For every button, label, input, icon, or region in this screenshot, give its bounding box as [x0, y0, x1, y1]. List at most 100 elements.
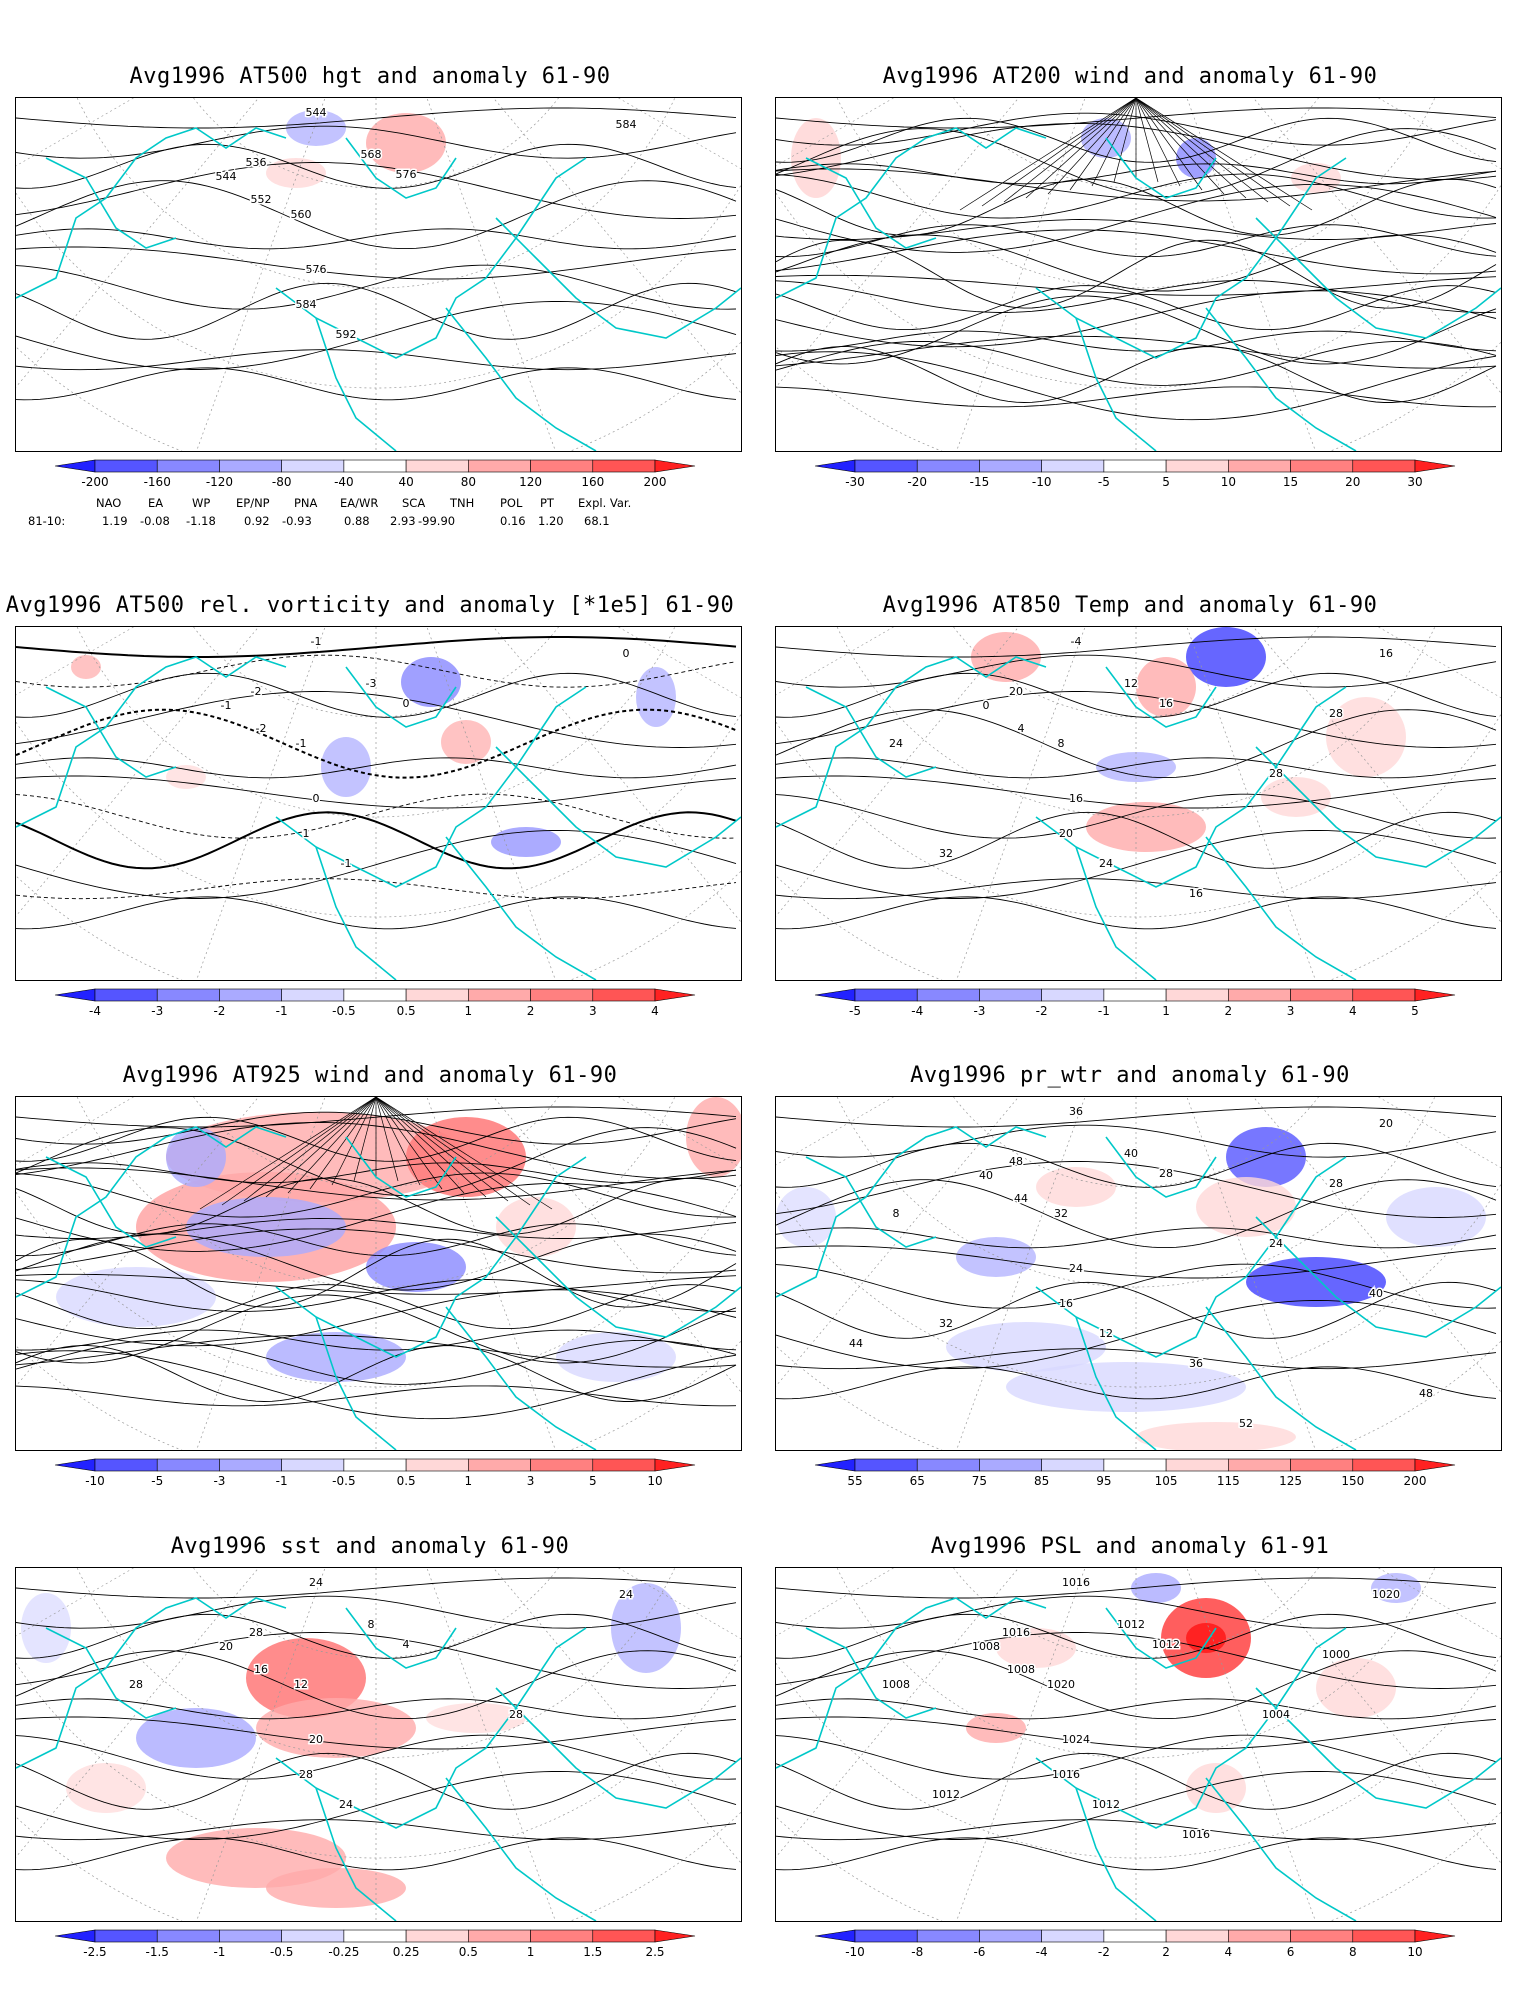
contour-label: 48 [1419, 1387, 1433, 1400]
contour-label: 1 [303, 827, 310, 840]
anomaly-shading [1176, 138, 1216, 178]
contour-label: 536 [246, 156, 267, 169]
colorbar-tick-label: -1 [1098, 1004, 1110, 1018]
contour-label: 12 [1099, 1327, 1113, 1340]
colorbar: -5 -4 -3 -2 -1 1 2 3 4 5 [815, 988, 1456, 1018]
anomaly-shading [1186, 1763, 1246, 1813]
contour-label: 40 [1369, 1287, 1383, 1300]
colorbar-tick-label: -2 [213, 1004, 225, 1018]
colorbar-swatch [468, 459, 531, 473]
meridian-line [16, 627, 259, 917]
anomaly-shading [426, 1703, 526, 1733]
streamline [776, 224, 1497, 258]
meridian-line [426, 627, 556, 980]
contour-line [16, 811, 737, 870]
map-frame: 1016 1016 1008 1008 1020 1012 1012 1024 1020 1016… [775, 1567, 1502, 1922]
contour-line [776, 775, 1497, 809]
streamline [959, 98, 1137, 211]
contour-label: 28 [1329, 707, 1343, 720]
anomaly-shading [1131, 1573, 1181, 1603]
coastline [16, 1597, 287, 1769]
panel-title: Avg1996 AT850 Temp and anomaly 61-90 [882, 593, 1378, 618]
contour-line [776, 1263, 1497, 1309]
colorbar-swatch [405, 459, 469, 473]
anomaly-shading [956, 1237, 1036, 1277]
anomaly-shading [401, 657, 461, 707]
streamline [776, 128, 1497, 198]
contour-line [776, 1771, 1497, 1840]
colorbar-tick-label: 10 [647, 1474, 662, 1488]
latitude-circle [16, 870, 741, 980]
anomaly-shading [266, 1868, 406, 1908]
streamline [375, 1097, 443, 1190]
colorbar-tick-label: -0.5 [332, 1474, 355, 1488]
anomaly-shading [136, 1708, 256, 1768]
coastline [275, 686, 587, 888]
contour-label: 584 [296, 298, 317, 311]
anomaly-shading [491, 827, 561, 857]
streamline [1135, 98, 1203, 191]
contour-line [776, 1819, 1497, 1841]
colorbar-tick-label: 0.5 [397, 1004, 416, 1018]
colorbar-swatch [219, 1929, 282, 1943]
meridian-line [776, 98, 1019, 388]
contour-line [16, 1716, 737, 1750]
streamline [331, 1097, 377, 1186]
streamline [309, 1097, 377, 1190]
colorbar-tick-label: 4 [1349, 1004, 1357, 1018]
meridian-line [617, 627, 741, 699]
contour-label: 0 [623, 647, 630, 660]
streamline [776, 285, 1497, 331]
colorbar-tick-label: -10 [85, 1474, 105, 1488]
colorbar: -10 -5 -3 -1 -0.5 0.5 1 3 5 10 [55, 1458, 696, 1488]
contour-line [776, 896, 1497, 930]
coastline [1105, 666, 1217, 728]
streamline [16, 1233, 737, 1291]
coastline [45, 1627, 177, 1719]
index-header-pt: PT [540, 496, 554, 510]
streamline [776, 340, 1497, 386]
coastline [805, 686, 937, 778]
colorbar-tick-label: -4 [89, 1004, 101, 1018]
coastline [495, 1216, 741, 1338]
contour-label: 8 [1058, 737, 1065, 750]
contour-label: 28 [509, 1708, 523, 1721]
map-canvas: 536 544 544 552 560 568 576 576 584 584 592 [16, 98, 741, 451]
anomaly-shading [556, 1332, 676, 1382]
streamline [375, 1097, 487, 1198]
contour-label: 8 [368, 1618, 375, 1631]
colorbar-tick-label: 30 [1407, 475, 1422, 489]
anomaly-shading [1086, 802, 1206, 852]
colorbar-swatch [530, 459, 594, 473]
contour-line [776, 1595, 1497, 1629]
contour-label: 1008 [1007, 1663, 1035, 1676]
index-value-eawr: 0.88 [344, 514, 370, 528]
colorbar-end-high [654, 1929, 696, 1943]
contour-label: 24 [889, 737, 903, 750]
panel-wind200: Avg1996 AT200 wind and anomaly 61-90 -30… [760, 0, 1502, 540]
colorbar-tick-label: 20 [1345, 475, 1360, 489]
colorbar-end-high [1414, 459, 1456, 473]
contour-label: 12 [294, 1678, 308, 1691]
meridian-line [776, 1097, 1019, 1387]
contour-label: 1016 [1182, 1828, 1210, 1841]
map-canvas: 28 24 20 16 12 8 4 20 24 28 24 28 28 [16, 1568, 741, 1921]
colorbar: -30 -20 -15 -10 -5 5 10 15 20 30 [815, 459, 1456, 489]
meridian-line [956, 1568, 1086, 1921]
colorbar-tick-label: -3 [973, 1004, 985, 1018]
anomaly-shading [1226, 1127, 1306, 1187]
coastline [776, 1597, 1047, 1769]
contour-line [776, 1577, 1497, 1599]
streamline [776, 178, 1497, 236]
colorbar-tick-label: 5 [1411, 1004, 1419, 1018]
colorbar-tick-label: 2 [1225, 1004, 1233, 1018]
contour-label: 20 [1379, 1117, 1393, 1130]
anomaly-shading [636, 667, 676, 727]
streamline [1135, 98, 1181, 187]
coastline [275, 1156, 587, 1358]
streamline [16, 1127, 737, 1197]
colorbar-swatch [530, 1929, 594, 1943]
contour-label: -1 [296, 737, 307, 750]
anomaly-shading [946, 1322, 1106, 1372]
panel-title: Avg1996 AT200 wind and anomaly 61-90 [882, 64, 1378, 89]
